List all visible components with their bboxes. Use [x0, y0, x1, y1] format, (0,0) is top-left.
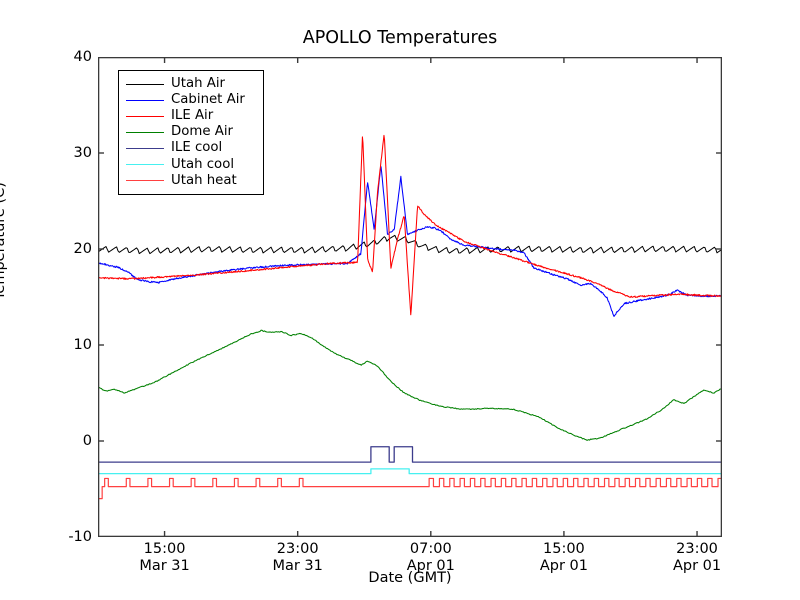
series-layer — [98, 134, 722, 500]
legend-item-utah-cool[interactable]: Utah cool — [124, 156, 257, 172]
y-axis-tick-labels: 40 30 20 10 0 -10 — [48, 49, 92, 545]
x-tick-time: 23:00 — [276, 541, 319, 557]
legend-swatch — [126, 164, 164, 166]
legend-label: ILE cool — [171, 140, 223, 156]
x-tick-date: Apr 01 — [672, 558, 722, 574]
series-utah-air — [98, 234, 722, 255]
legend-swatch — [126, 131, 164, 133]
x-tick-time: 15:00 — [143, 541, 186, 557]
legend-swatch — [126, 147, 164, 149]
legend-swatch — [126, 115, 164, 117]
legend-item-cabinet-air[interactable]: Cabinet Air — [124, 92, 257, 108]
plot-area — [98, 57, 722, 537]
axes-frame — [98, 57, 722, 537]
x-tick-time: 23:00 — [676, 541, 718, 557]
legend-label: Cabinet Air — [171, 92, 245, 108]
y-tick-label: -10 — [68, 529, 92, 545]
x-tick-date: Mar 31 — [272, 558, 323, 574]
legend-swatch — [126, 83, 164, 85]
x-tick-time: 07:00 — [409, 541, 452, 557]
legend-item-utah-air[interactable]: Utah Air — [124, 76, 257, 92]
y-axis-label: Temperature (C) — [0, 182, 8, 300]
y-tick-label: 40 — [73, 49, 92, 65]
x-tick-date: Mar 31 — [139, 558, 190, 574]
legend-label: Utah cool — [171, 156, 235, 172]
x-tick-date: Apr 01 — [406, 558, 455, 574]
y-tick-label: 30 — [73, 145, 92, 161]
legend-swatch — [126, 180, 164, 182]
x-tick-label: 15:00 Apr 01 — [540, 541, 588, 575]
y-tick-label: 10 — [73, 337, 92, 353]
series-ile-air — [98, 134, 722, 316]
legend-label: Dome Air — [171, 124, 233, 140]
series-ile-cool — [98, 446, 722, 463]
series-utah-heat — [98, 477, 722, 500]
plot-canvas — [98, 57, 722, 537]
legend-item-ile-air[interactable]: ILE Air — [124, 108, 257, 124]
x-tick-time: 15:00 — [543, 541, 585, 557]
legend-item-ile-cool[interactable]: ILE cool — [124, 140, 257, 156]
x-tick-label: 07:00 Apr 01 — [407, 541, 455, 575]
tick-marks — [98, 57, 722, 537]
legend-item-dome-air[interactable]: Dome Air — [124, 124, 257, 140]
x-axis-tick-labels: 15:00 Mar 31 23:00 Mar 31 07:00 Apr 01 15:00 Ap… — [98, 541, 722, 587]
x-tick-label: 23:00 Mar 31 — [272, 541, 322, 575]
series-utah-cool — [98, 468, 722, 475]
legend-label: Utah Air — [171, 76, 226, 92]
x-axis-label: Date (GMT) — [368, 570, 452, 586]
y-tick-label: 20 — [73, 241, 92, 257]
x-tick-label: 23:00 Apr 01 — [673, 541, 721, 575]
legend-label: ILE Air — [171, 108, 214, 124]
legend-label: Utah heat — [171, 172, 237, 188]
series-dome-air — [98, 329, 722, 441]
chart-title: APOLLO Temperatures — [302, 28, 498, 48]
legend-item-utah-heat[interactable]: Utah heat — [124, 173, 257, 189]
y-tick-label: 0 — [82, 433, 92, 449]
x-tick-label: 15:00 Mar 31 — [139, 541, 189, 575]
legend[interactable]: Utah Air Cabinet Air ILE Air Dome Air ILE co… — [118, 70, 264, 195]
legend-swatch — [126, 99, 164, 101]
x-tick-date: Apr 01 — [539, 558, 588, 574]
